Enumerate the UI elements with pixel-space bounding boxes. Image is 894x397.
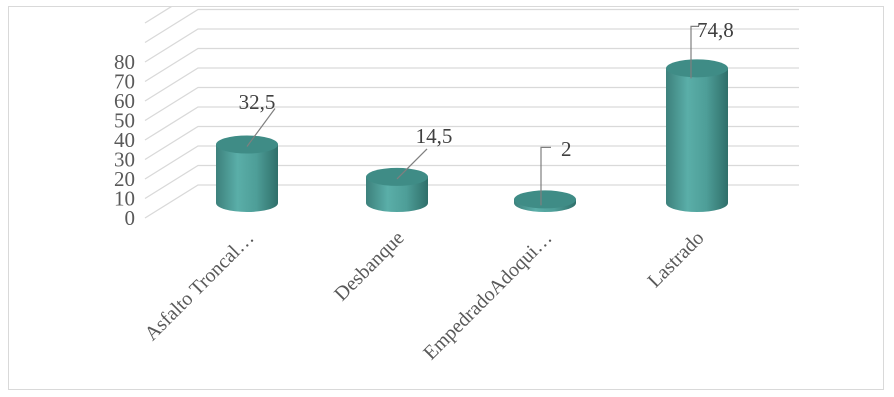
data-label-leader (690, 25, 699, 79)
bar (514, 190, 576, 212)
data-label: 74,8 (697, 18, 734, 42)
y-tick-label: 10 (114, 187, 135, 211)
y-tick-label: 0 (125, 206, 136, 230)
gridline (144, 164, 799, 200)
gridlines (144, 7, 799, 219)
y-tick-label: 30 (114, 148, 135, 172)
data-label-leader (396, 148, 428, 180)
y-tick-label: 20 (114, 167, 135, 191)
category-label: Desbanque (330, 227, 408, 305)
gridline (144, 125, 799, 161)
gridline (144, 184, 799, 219)
bar-top (216, 135, 278, 154)
gridline (144, 47, 799, 83)
gridline (144, 86, 799, 122)
data-label-leader (246, 108, 276, 147)
y-tick-label: 80 (114, 50, 135, 74)
bar-top (666, 59, 728, 78)
data-label: 32,5 (239, 90, 276, 114)
bar-body (666, 68, 728, 212)
gridline (144, 7, 172, 24)
bar (666, 59, 728, 212)
gridline (144, 67, 799, 102)
category-label: Lastrado (643, 227, 708, 292)
chart-frame: 0 10 20 30 40 50 60 70 80 32,5 14,5 2 74,8 Asfalto … (8, 6, 884, 390)
bar-top (366, 167, 428, 186)
gridline (144, 8, 799, 44)
data-label: 14,5 (416, 124, 453, 148)
data-labels: 32,5 14,5 2 74,8 (239, 18, 734, 206)
gridline (144, 145, 799, 180)
x-axis-categories: Asfalto Troncal… Desbanque EmpedradoAdoqui… (140, 227, 708, 364)
y-tick-label: 70 (114, 70, 135, 94)
data-label-leader (540, 146, 551, 206)
bars (216, 59, 728, 212)
bar (216, 135, 278, 212)
gridline (144, 28, 799, 63)
y-tick-label: 60 (114, 89, 135, 113)
y-tick-label: 40 (114, 128, 135, 152)
bar (366, 167, 428, 212)
bar-body (366, 176, 428, 212)
bar-body (216, 144, 278, 212)
bar-top (514, 190, 576, 209)
data-label: 2 (561, 137, 572, 161)
category-label: EmpedradoAdoqui… (419, 227, 556, 364)
gridline (144, 106, 799, 141)
category-label: Asfalto Troncal… (140, 227, 258, 345)
y-tick-label: 50 (114, 109, 135, 133)
